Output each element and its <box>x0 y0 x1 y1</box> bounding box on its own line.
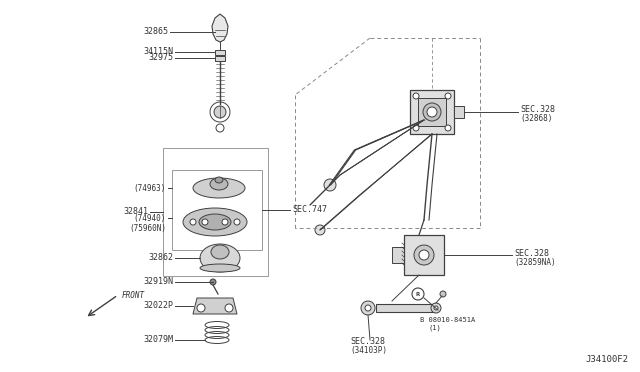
Bar <box>392 247 404 263</box>
Text: 32841: 32841 <box>123 208 148 217</box>
Circle shape <box>413 125 419 131</box>
Bar <box>410 90 454 134</box>
Bar <box>404 235 444 275</box>
Polygon shape <box>193 298 237 314</box>
Circle shape <box>225 304 233 312</box>
Bar <box>215 56 225 61</box>
Bar <box>215 50 225 55</box>
Circle shape <box>222 219 228 225</box>
Text: 32862: 32862 <box>148 253 173 263</box>
Circle shape <box>445 125 451 131</box>
Circle shape <box>413 93 419 99</box>
Text: R: R <box>416 292 420 296</box>
Circle shape <box>419 250 429 260</box>
Circle shape <box>361 301 375 315</box>
Text: SEC.747: SEC.747 <box>292 205 327 215</box>
Text: J34100F2: J34100F2 <box>585 356 628 365</box>
Text: (34103P): (34103P) <box>350 346 387 355</box>
Text: 32022P: 32022P <box>143 301 173 311</box>
Circle shape <box>431 303 441 313</box>
Circle shape <box>324 179 336 191</box>
Ellipse shape <box>200 244 240 272</box>
Text: (74940): (74940) <box>134 214 166 222</box>
Ellipse shape <box>193 178 245 198</box>
Text: (1): (1) <box>428 325 441 331</box>
Bar <box>418 98 446 126</box>
Bar <box>163 148 268 276</box>
Bar <box>454 106 464 118</box>
Text: 32079M: 32079M <box>143 336 173 344</box>
Text: (75960N): (75960N) <box>129 224 166 232</box>
Circle shape <box>315 225 325 235</box>
Circle shape <box>423 103 441 121</box>
Text: 32919N: 32919N <box>143 278 173 286</box>
Circle shape <box>365 305 371 311</box>
Text: SEC.328: SEC.328 <box>350 337 385 346</box>
Text: B 08010-8451A: B 08010-8451A <box>420 317 476 323</box>
Circle shape <box>190 219 196 225</box>
Ellipse shape <box>200 264 240 272</box>
Text: (74963): (74963) <box>134 183 166 192</box>
Text: SEC.328: SEC.328 <box>520 106 555 115</box>
Circle shape <box>427 107 437 117</box>
Ellipse shape <box>211 245 229 259</box>
Text: (32868): (32868) <box>520 115 552 124</box>
Bar <box>172 170 262 250</box>
Circle shape <box>434 306 438 310</box>
Bar <box>376 304 436 312</box>
Circle shape <box>197 304 205 312</box>
Ellipse shape <box>210 178 228 190</box>
Circle shape <box>202 219 208 225</box>
Circle shape <box>445 93 451 99</box>
Text: FRONT: FRONT <box>122 292 145 301</box>
Circle shape <box>210 279 216 285</box>
Text: 32975: 32975 <box>148 54 173 62</box>
Polygon shape <box>212 14 228 42</box>
Text: 34115N: 34115N <box>143 48 173 57</box>
Ellipse shape <box>183 208 247 236</box>
Circle shape <box>214 106 226 118</box>
Text: SEC.328: SEC.328 <box>514 248 549 257</box>
Circle shape <box>234 219 240 225</box>
Circle shape <box>414 245 434 265</box>
Ellipse shape <box>215 177 223 183</box>
Text: (32859NA): (32859NA) <box>514 257 556 266</box>
Circle shape <box>440 291 446 297</box>
Text: 32865: 32865 <box>143 28 168 36</box>
Circle shape <box>412 288 424 300</box>
Ellipse shape <box>199 214 231 230</box>
